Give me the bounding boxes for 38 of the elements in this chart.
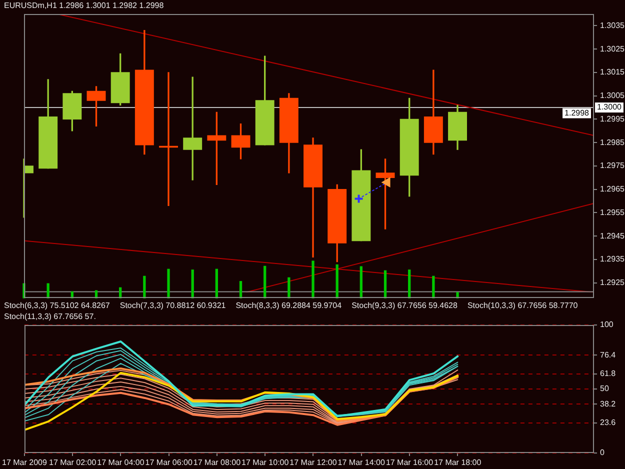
x-tick-label: 17 Mar 16:00 (386, 458, 434, 468)
y-tick-label: 1.2975 (600, 161, 625, 170)
x-tick-label: 17 Mar 06:00 (145, 458, 193, 468)
y-tick-label: 38.2 (600, 399, 616, 408)
ref-line-label: 1.3000 (597, 102, 622, 112)
x-tick-label: 17 Mar 04:00 (97, 458, 145, 468)
y-tick-label: 1.2965 (600, 184, 625, 194)
y-tick-label: 1.2945 (600, 231, 625, 240)
y-tick-label: 1.2995 (600, 114, 625, 124)
x-tick-label: 17 Mar 12:00 (290, 458, 338, 468)
y-tick-label: 1.3015 (600, 68, 625, 77)
y-tick-label: 1.2925 (600, 278, 625, 288)
y-tick-label: 1.3035 (600, 20, 625, 30)
y-tick-label: 1.3005 (600, 91, 625, 100)
chart-title: EURUSDm,H1 1.2986 1.3001 1.2982 1.2998 (4, 1, 164, 10)
y-tick-label: 23.6 (600, 418, 616, 427)
text: Stoch(6,3,3) 75.5102 64.8267 (4, 301, 110, 310)
text: Stoch(7,3,3) 70.8812 60.9321 (120, 301, 226, 310)
x-tick-label: 17 Mar 02:00 (49, 458, 97, 468)
x-tick-label: 17 Mar 18:00 (434, 458, 482, 468)
y-tick-label: 1.2935 (600, 254, 625, 264)
y-tick-label: 1.3025 (600, 44, 625, 54)
y-tick-label: 61.8 (600, 369, 616, 378)
y-tick-label: 1.2955 (600, 208, 625, 217)
annotation: 1.2998 (564, 108, 590, 118)
text: Stoch(8,3,3) 69.2884 59.9704 (236, 301, 342, 310)
x-tick-label: 17 Mar 10:00 (242, 458, 290, 468)
y-tick-label: 50 (600, 384, 610, 394)
y-tick-label: 100 (600, 320, 614, 330)
y-tick-label: 1.2985 (600, 138, 625, 147)
x-tick-label: 17 Mar 14:00 (338, 458, 386, 468)
y-tick-label: 0 (600, 448, 605, 458)
text: Stoch(11,3,3) 67.7656 57. (4, 312, 96, 322)
text: Stoch(10,3,3) 67.7656 58.7770 (467, 301, 578, 310)
y-tick-label: 76.4 (600, 350, 616, 360)
x-tick-label: 17 Mar 08:00 (193, 458, 242, 468)
x-tick-label: 17 Mar 2009 (2, 458, 48, 468)
text: Stoch(9,3,3) 67.7656 59.4628 (352, 301, 458, 310)
